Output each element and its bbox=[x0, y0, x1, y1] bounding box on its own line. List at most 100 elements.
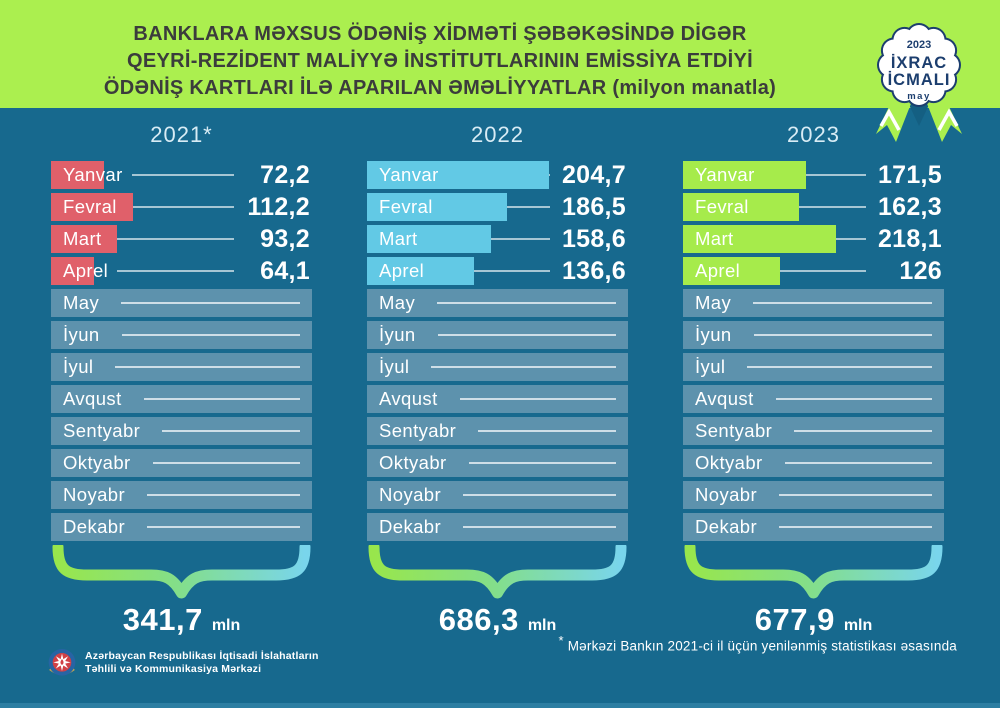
empty-month-row-Noyabr: Noyabr bbox=[51, 481, 312, 509]
empty-month-row-May: May bbox=[683, 289, 944, 317]
empty-month-row-Oktyabr: Oktyabr bbox=[367, 449, 628, 477]
empty-month-row-İyun: İyun bbox=[683, 321, 944, 349]
month-value: 112,2 bbox=[247, 192, 310, 221]
issue-badge: 2023 İXRAC İCMALI may bbox=[852, 4, 982, 184]
leader-line bbox=[747, 366, 932, 368]
empty-month-row-İyun: İyun bbox=[51, 321, 312, 349]
organization-name: Azərbaycan Respublikası İqtisadi İslahat… bbox=[85, 650, 319, 676]
month-label: Mart bbox=[63, 228, 102, 249]
sum-brace-icon bbox=[52, 545, 311, 599]
value-bar bbox=[51, 193, 133, 221]
month-label: Oktyabr bbox=[63, 452, 131, 473]
month-label: İyun bbox=[695, 324, 732, 345]
empty-month-row-May: May bbox=[51, 289, 312, 317]
header: BANKLARA MƏXSUS ÖDƏNİŞ XİDMƏTİ ŞƏBƏKƏSİN… bbox=[0, 0, 1000, 108]
month-label: Noyabr bbox=[695, 484, 758, 505]
badge-word-2: İCMALI bbox=[888, 71, 951, 89]
month-value: 126 bbox=[899, 256, 942, 285]
month-label: İyul bbox=[379, 356, 410, 377]
month-bar-row-Mart: Mart 158,6 bbox=[367, 225, 628, 253]
badge-seal bbox=[879, 25, 959, 105]
leader-line bbox=[753, 334, 932, 336]
badge-word-1: İXRAC bbox=[891, 54, 947, 72]
month-label: Noyabr bbox=[63, 484, 126, 505]
empty-month-row-İyul: İyul bbox=[683, 353, 944, 381]
month-bar-row-Aprel: Aprel 126 bbox=[683, 257, 944, 285]
month-label: Yanvar bbox=[379, 164, 439, 185]
leader-line bbox=[763, 174, 866, 176]
value-bar bbox=[367, 161, 549, 189]
month-label: Aprel bbox=[695, 260, 741, 281]
year-columns: 2021* Yanvar 72,2 Fevral 112,2 Mart 93,2 Aprel 6… bbox=[0, 108, 1000, 644]
footnote: * Mərkəzi Bankın 2021-ci il üçün yenilənm… bbox=[558, 633, 957, 654]
month-label: Avqust bbox=[63, 388, 122, 409]
empty-month-row-Sentyabr: Sentyabr bbox=[367, 417, 628, 445]
month-bar-row-Yanvar: Yanvar 204,7 bbox=[367, 161, 628, 189]
leader-line bbox=[117, 270, 234, 272]
column-total: 677,9 mln bbox=[683, 602, 944, 644]
month-value: 93,2 bbox=[260, 224, 310, 253]
month-label: Yanvar bbox=[695, 164, 755, 185]
title-line-2: QEYRİ-REZİDENT MALİYYƏ İNSTİTUTLARININ E… bbox=[127, 50, 753, 72]
empty-month-row-Avqust: Avqust bbox=[367, 385, 628, 413]
month-label: Fevral bbox=[379, 196, 433, 217]
sum-brace-icon bbox=[684, 545, 943, 599]
value-bar bbox=[367, 193, 507, 221]
month-label: Avqust bbox=[379, 388, 438, 409]
title-line-1: BANKLARA MƏXSUS ÖDƏNİŞ XİDMƏTİ ŞƏBƏKƏSİN… bbox=[133, 23, 747, 45]
empty-month-row-Dekabr: Dekabr bbox=[51, 513, 312, 541]
month-label: Aprel bbox=[63, 260, 109, 281]
month-label: Dekabr bbox=[379, 516, 442, 537]
column-total: 341,7 mln bbox=[51, 602, 312, 644]
month-label: İyun bbox=[379, 324, 416, 345]
azerbaijan-emblem-icon bbox=[48, 649, 76, 676]
month-label: Mart bbox=[695, 228, 734, 249]
leader-line bbox=[794, 430, 932, 432]
empty-month-row-Avqust: Avqust bbox=[683, 385, 944, 413]
year-column-2021: 2021* Yanvar 72,2 Fevral 112,2 Mart 93,2 Aprel 6… bbox=[51, 108, 312, 644]
month-label: Aprel bbox=[379, 260, 425, 281]
value-bar bbox=[683, 193, 799, 221]
leader-line bbox=[131, 174, 234, 176]
footnote-asterisk: * bbox=[558, 633, 564, 648]
leader-line bbox=[143, 398, 300, 400]
footnote-text: Mərkəzi Bankın 2021-ci il üçün yenilənmi… bbox=[567, 638, 957, 654]
leader-line bbox=[162, 430, 300, 432]
leader-line bbox=[459, 398, 616, 400]
month-value: 72,2 bbox=[260, 160, 310, 189]
leader-line bbox=[147, 526, 300, 528]
month-value: 171,5 bbox=[877, 160, 942, 189]
empty-month-row-Noyabr: Noyabr bbox=[367, 481, 628, 509]
rosette-badge-icon: 2023 İXRAC İCMALI may bbox=[876, 23, 962, 142]
total-unit: mln bbox=[527, 617, 557, 634]
leader-line bbox=[753, 302, 932, 304]
leader-line bbox=[463, 526, 616, 528]
month-value: 186,5 bbox=[561, 192, 626, 221]
value-bar bbox=[51, 225, 117, 253]
badge-month: may bbox=[907, 91, 931, 102]
leader-line bbox=[749, 270, 866, 272]
empty-month-row-İyun: İyun bbox=[367, 321, 628, 349]
leader-line bbox=[121, 302, 300, 304]
month-label: Yanvar bbox=[63, 164, 123, 185]
month-label: Sentyabr bbox=[63, 420, 141, 441]
month-bar-row-Yanvar: Yanvar 171,5 bbox=[683, 161, 944, 189]
empty-month-row-Oktyabr: Oktyabr bbox=[683, 449, 944, 477]
value-bar bbox=[683, 257, 780, 285]
empty-month-row-Sentyabr: Sentyabr bbox=[683, 417, 944, 445]
month-bar-row-Mart: Mart 93,2 bbox=[51, 225, 312, 253]
value-bar bbox=[683, 225, 836, 253]
footer: Azərbaycan Respublikası İqtisadi İslahat… bbox=[46, 647, 319, 679]
month-label: Oktyabr bbox=[379, 452, 447, 473]
empty-month-row-Noyabr: Noyabr bbox=[683, 481, 944, 509]
month-bar-row-Fevral: Fevral 162,3 bbox=[683, 193, 944, 221]
leader-line bbox=[437, 302, 616, 304]
organization-line-1: Azərbaycan Respublikası İqtisadi İslahat… bbox=[85, 650, 319, 662]
month-bar-row-Yanvar: Yanvar 72,2 bbox=[51, 161, 312, 189]
column-year-label: 2022 bbox=[471, 121, 524, 147]
empty-month-row-İyul: İyul bbox=[367, 353, 628, 381]
empty-month-row-Sentyabr: Sentyabr bbox=[51, 417, 312, 445]
sum-brace-icon bbox=[368, 545, 627, 599]
month-label: Sentyabr bbox=[695, 420, 773, 441]
month-label: Fevral bbox=[63, 196, 117, 217]
